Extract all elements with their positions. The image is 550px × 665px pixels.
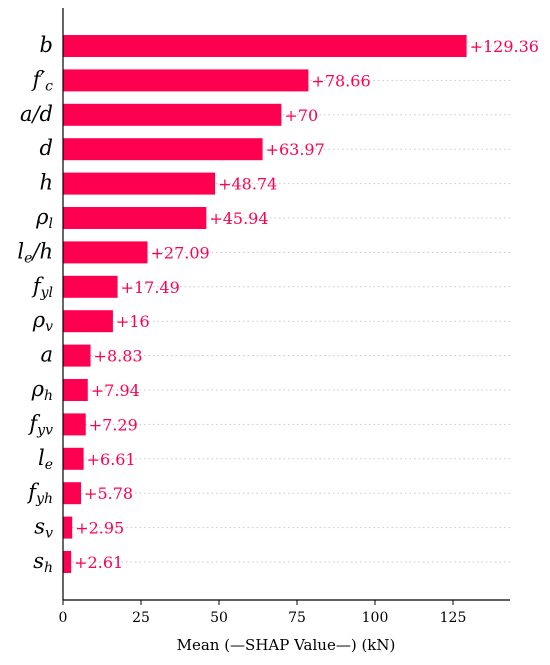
category-label: h (39, 171, 53, 195)
bars (63, 35, 467, 573)
bar (63, 35, 467, 57)
x-tick-label: 125 (440, 610, 467, 626)
category-labels: b f′c a/d dh ρl le/h fyl ρv a ρh fyv le fyh sv sh (17, 33, 53, 576)
category-label: a (40, 343, 53, 367)
bar (63, 310, 113, 333)
axes: 0 25 50 75 100 125 (59, 8, 510, 626)
bar (63, 103, 282, 126)
category-label: sh (33, 549, 53, 576)
bar (63, 275, 118, 298)
bar-value-label: +17.49 (121, 278, 180, 297)
value-labels: +129.36 +78.66 +70 +63.97 +48.74 +45.94 +27.09… (74, 37, 539, 572)
bar (63, 172, 216, 195)
x-tick-label: 50 (210, 610, 228, 626)
bar (63, 413, 86, 436)
bar-value-label: +8.83 (94, 347, 143, 366)
x-tick-label: 100 (362, 610, 389, 626)
category-label: le/h (17, 239, 53, 266)
bar-value-label: +45.94 (209, 209, 268, 228)
bar-value-label: +129.36 (470, 37, 539, 56)
bar-value-label: +7.94 (91, 381, 140, 400)
bar-value-label: +63.97 (266, 140, 325, 159)
category-label: ρv (32, 308, 53, 335)
category-label: le (38, 446, 53, 473)
bar-value-label: +6.61 (87, 450, 136, 469)
bar-value-label: +2.61 (74, 553, 123, 572)
bar-value-label: +27.09 (151, 243, 210, 262)
bar-value-label: +78.66 (311, 71, 370, 90)
x-tick-label: 0 (59, 610, 68, 626)
bar-value-label: +5.78 (84, 484, 133, 503)
bar-value-label: +16 (116, 312, 150, 331)
bar-value-label: +2.95 (75, 519, 124, 538)
bar (63, 482, 82, 505)
bar (63, 447, 84, 470)
category-label: d (40, 136, 53, 160)
category-label: ρh (31, 377, 53, 404)
bar (63, 551, 72, 573)
bar (63, 379, 88, 401)
bar-value-label: +7.29 (89, 415, 138, 434)
x-tick-label: 75 (288, 610, 306, 626)
category-label: f′c (31, 67, 54, 94)
bar (63, 207, 207, 229)
category-label: b (40, 33, 53, 57)
x-axis-title: Mean (—SHAP Value—) (kN) (177, 636, 396, 654)
category-label: ρl (35, 205, 53, 232)
category-label: fyv (27, 411, 53, 438)
x-tick-label: 25 (132, 610, 150, 626)
bar (63, 516, 73, 539)
category-label: a/d (20, 102, 53, 126)
bar (63, 241, 148, 264)
bar-value-label: +70 (284, 106, 318, 125)
category-label: fyh (26, 480, 53, 507)
bar (63, 344, 91, 367)
bar (63, 138, 263, 161)
bar (63, 69, 309, 92)
category-label: sv (34, 515, 53, 542)
bar-value-label: +48.74 (218, 175, 277, 194)
category-label: fyl (31, 274, 53, 301)
